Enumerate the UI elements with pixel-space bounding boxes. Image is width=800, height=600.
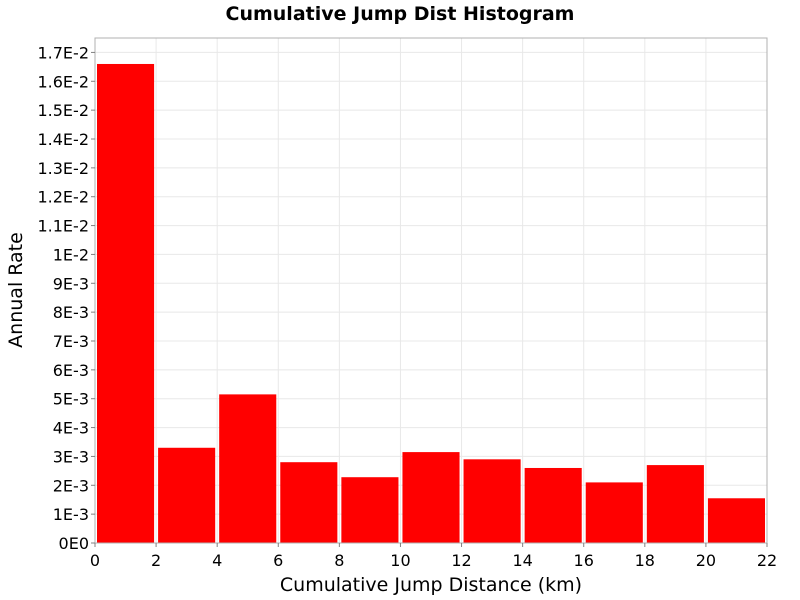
x-tick-label: 10 bbox=[390, 551, 410, 570]
y-tick-label: 1.1E-2 bbox=[37, 217, 89, 236]
histogram-bar bbox=[341, 477, 399, 543]
x-axis-ticks: 0 2 4 6 8 10 12 14 16 18 20 22 bbox=[90, 543, 777, 570]
y-tick-label: 1E-3 bbox=[53, 505, 89, 524]
y-tick-label: 7E-3 bbox=[53, 332, 89, 351]
y-axis-label: Annual Rate bbox=[5, 232, 27, 348]
x-tick-label: 4 bbox=[212, 551, 222, 570]
x-tick-label: 22 bbox=[757, 551, 777, 570]
histogram-bar bbox=[158, 447, 216, 543]
y-tick-label: 4E-3 bbox=[53, 419, 89, 438]
y-tick-label: 5E-3 bbox=[53, 390, 89, 409]
x-tick-label: 18 bbox=[635, 551, 655, 570]
y-tick-label: 1.2E-2 bbox=[37, 188, 89, 207]
y-tick-label: 9E-3 bbox=[53, 274, 89, 293]
histogram-bar bbox=[646, 465, 704, 543]
histogram-bar bbox=[219, 394, 277, 543]
histogram-bar bbox=[280, 462, 338, 543]
x-tick-label: 0 bbox=[90, 551, 100, 570]
x-tick-label: 2 bbox=[151, 551, 161, 570]
x-tick-label: 20 bbox=[696, 551, 716, 570]
bars bbox=[97, 63, 765, 543]
y-tick-label: 1.7E-2 bbox=[37, 43, 89, 62]
y-axis-ticks: 0E0 1E-3 2E-3 3E-3 4E-3 5E-3 6E-3 7E-3 8E-3 9E-3 1… bbox=[37, 43, 95, 553]
y-tick-label: 3E-3 bbox=[53, 447, 89, 466]
y-tick-label: 8E-3 bbox=[53, 303, 89, 322]
histogram-bar bbox=[97, 63, 155, 543]
y-tick-label: 1.5E-2 bbox=[37, 101, 89, 120]
y-tick-label: 6E-3 bbox=[53, 361, 89, 380]
histogram-bar bbox=[402, 452, 460, 543]
y-tick-label: 1E-2 bbox=[53, 245, 89, 264]
x-tick-label: 12 bbox=[451, 551, 471, 570]
histogram-bar bbox=[707, 498, 765, 543]
chart-title: Cumulative Jump Dist Histogram bbox=[226, 3, 575, 25]
histogram-bar bbox=[585, 482, 643, 543]
y-tick-label: 1.3E-2 bbox=[37, 159, 89, 178]
x-tick-label: 16 bbox=[574, 551, 594, 570]
y-tick-label: 2E-3 bbox=[53, 476, 89, 495]
y-tick-label: 0E0 bbox=[59, 534, 89, 553]
x-tick-label: 6 bbox=[273, 551, 283, 570]
x-axis-label: Cumulative Jump Distance (km) bbox=[280, 574, 582, 596]
y-tick-label: 1.6E-2 bbox=[37, 72, 89, 91]
x-tick-label: 8 bbox=[334, 551, 344, 570]
plot-area bbox=[94, 37, 768, 544]
y-tick-label: 1.4E-2 bbox=[37, 130, 89, 149]
plot-border bbox=[94, 37, 768, 544]
x-tick-label: 14 bbox=[512, 551, 532, 570]
histogram-bar bbox=[524, 467, 582, 543]
histogram-bar bbox=[463, 459, 521, 543]
